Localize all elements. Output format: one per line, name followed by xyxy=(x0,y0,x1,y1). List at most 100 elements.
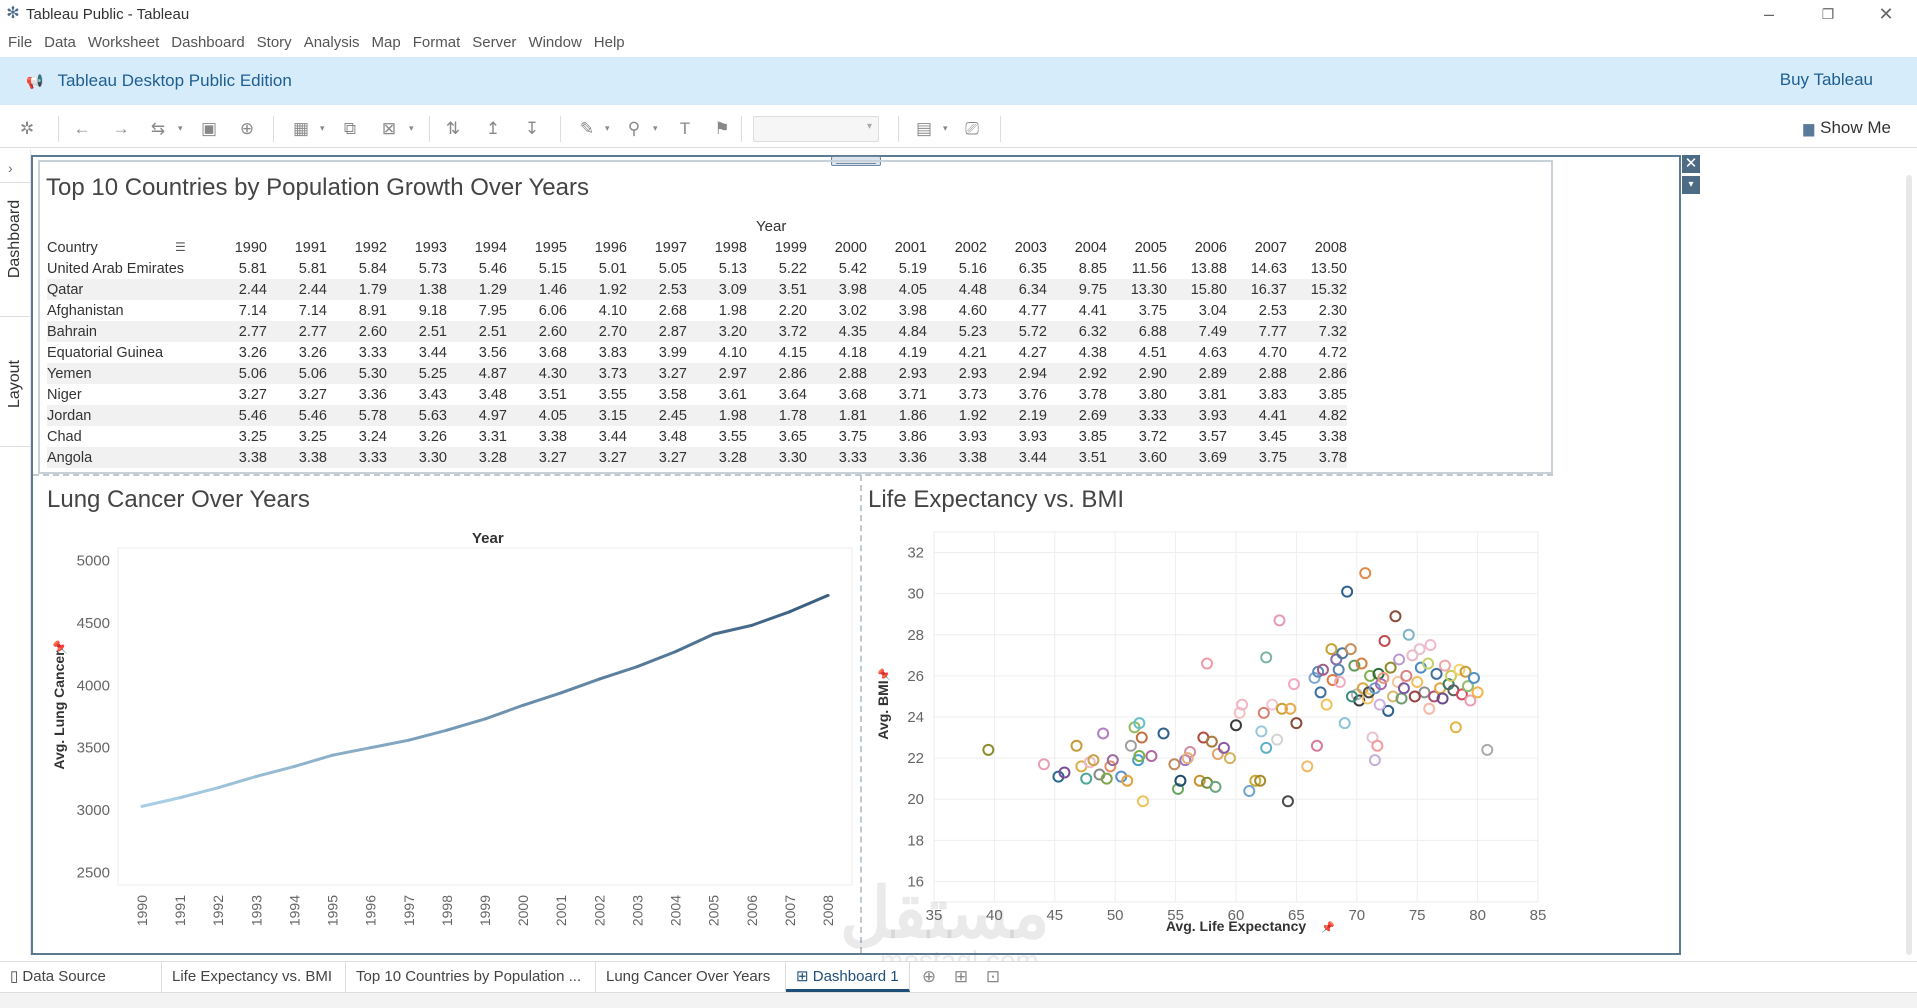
expand-panel-icon[interactable]: › xyxy=(8,160,13,176)
swap-rows-columns-icon[interactable]: ⇅ xyxy=(445,119,461,138)
year-column-header[interactable]: 2007 xyxy=(1254,239,1287,256)
scatter-point[interactable] xyxy=(1430,667,1443,680)
scatter-point[interactable] xyxy=(1378,634,1391,647)
sort-icon[interactable]: ☰ xyxy=(175,240,186,254)
scatter-point[interactable] xyxy=(1471,686,1484,699)
scatter-point[interactable] xyxy=(1308,671,1321,684)
table-row[interactable]: Jordan 5.46 5.46 5.78 5.63 4.97 4.05 3.15 2.45 1.… xyxy=(47,405,1347,426)
clear-sheet-icon[interactable]: ⊠ xyxy=(381,119,397,138)
line-segment[interactable] xyxy=(445,717,487,732)
year-column-header[interactable]: 1997 xyxy=(654,239,687,256)
scatter-point[interactable] xyxy=(1436,692,1449,705)
scatter-point[interactable] xyxy=(1453,663,1466,676)
scatter-point[interactable] xyxy=(1266,698,1279,711)
line-segment[interactable] xyxy=(750,610,792,627)
scatter-point[interactable] xyxy=(1338,717,1351,730)
scatter-point[interactable] xyxy=(1287,678,1300,691)
scatter-point[interactable] xyxy=(1428,690,1441,703)
new-data-source-icon[interactable]: ⊕ xyxy=(239,119,255,138)
year-column-header[interactable]: 1991 xyxy=(294,239,327,256)
scatter-point[interactable] xyxy=(1260,741,1273,754)
menu-item-window[interactable]: Window xyxy=(528,33,582,51)
fit-dropdown[interactable] xyxy=(753,116,879,142)
scatter-point[interactable] xyxy=(1133,750,1146,763)
scatter-point[interactable] xyxy=(1254,774,1267,787)
pin-icon[interactable]: 📌 xyxy=(52,639,67,654)
scatter-point[interactable] xyxy=(1361,692,1374,705)
scatter-point[interactable] xyxy=(1243,785,1256,797)
scatter-point[interactable] xyxy=(1168,758,1181,771)
scatter-point[interactable] xyxy=(1260,651,1273,664)
scatter-point[interactable] xyxy=(1301,760,1314,773)
scatter-point[interactable] xyxy=(1223,752,1236,765)
scatter-point[interactable] xyxy=(1275,702,1288,715)
line-segment[interactable] xyxy=(216,774,258,790)
scatter-point[interactable] xyxy=(1348,659,1361,672)
line-segment[interactable] xyxy=(559,677,601,695)
tab-dashboard-pane[interactable]: Dashboard xyxy=(6,199,23,279)
year-column-header[interactable]: 1992 xyxy=(354,239,387,256)
scatter-point[interactable] xyxy=(1341,585,1354,598)
scatter-point[interactable] xyxy=(1121,774,1134,787)
redo-icon[interactable]: → xyxy=(112,119,130,138)
year-column-header[interactable]: 2003 xyxy=(1014,239,1047,256)
year-column-header[interactable]: 1998 xyxy=(714,239,747,256)
y-axis-title[interactable]: Avg. BMI xyxy=(875,680,891,739)
sort-ascending-icon[interactable]: ↥ xyxy=(485,119,501,138)
line-segment[interactable] xyxy=(788,593,830,614)
new-dashboard-tab-icon[interactable]: ⊞ xyxy=(953,967,969,986)
scatter-point[interactable] xyxy=(1106,754,1119,767)
highlight-dropdown-icon[interactable]: ▾ xyxy=(605,123,610,133)
table-row[interactable]: Chad 3.25 3.25 3.24 3.26 3.31 3.38 3.44 3.48 3.55… xyxy=(47,426,1347,447)
year-column-header[interactable]: 1995 xyxy=(534,239,567,256)
year-column-header[interactable]: 1990 xyxy=(234,239,267,256)
tab-dashboard-1[interactable]: ⊞ Dashboard 1 xyxy=(786,962,910,992)
scatter-point[interactable] xyxy=(1236,698,1249,711)
scatter-point[interactable] xyxy=(1172,782,1185,795)
scatter-point[interactable] xyxy=(1271,733,1284,746)
scatter-point[interactable] xyxy=(1481,743,1494,756)
scatter-point[interactable] xyxy=(1326,674,1339,686)
buy-tableau-link[interactable]: Buy Tableau xyxy=(1779,70,1873,89)
scatter-point[interactable] xyxy=(1314,686,1327,699)
year-column-header[interactable]: 1999 xyxy=(774,239,807,256)
x-axis-title[interactable]: Avg. Life Expectancy xyxy=(1166,918,1307,934)
country-column-header[interactable]: Country xyxy=(47,239,98,256)
scatter-point[interactable] xyxy=(1058,766,1071,779)
scatter-point[interactable] xyxy=(1406,649,1419,662)
menu-item-help[interactable]: Help xyxy=(593,33,625,51)
scatter-point[interactable] xyxy=(1281,795,1294,808)
scatter-point[interactable] xyxy=(1205,735,1218,748)
year-column-header[interactable]: 2006 xyxy=(1194,239,1227,256)
line-segment[interactable] xyxy=(254,764,296,778)
scatter-point[interactable] xyxy=(1133,717,1146,730)
scatter-point[interactable] xyxy=(1467,671,1480,684)
line-segment[interactable] xyxy=(712,623,754,636)
scatter-point[interactable] xyxy=(1333,676,1346,689)
vertical-scrollbar[interactable] xyxy=(1906,175,1912,955)
scatter-point[interactable] xyxy=(1037,758,1050,771)
year-column-header[interactable]: 2000 xyxy=(834,239,867,256)
scatter-point[interactable] xyxy=(1255,725,1268,738)
scatter-point[interactable] xyxy=(1249,774,1262,787)
scatter-point[interactable] xyxy=(1136,795,1149,808)
menu-item-dashboard[interactable]: Dashboard xyxy=(171,33,245,51)
scatter-point[interactable] xyxy=(1344,643,1357,656)
scatter-point[interactable] xyxy=(1422,657,1435,670)
scatter-point[interactable] xyxy=(1209,780,1222,793)
scatter-point[interactable] xyxy=(1461,680,1474,693)
scatter-point[interactable] xyxy=(1325,643,1338,656)
menu-item-worksheet[interactable]: Worksheet xyxy=(87,33,160,51)
line-segment[interactable] xyxy=(483,703,525,721)
group-members-icon[interactable]: ⚲ xyxy=(627,119,641,138)
year-column-header[interactable]: 2005 xyxy=(1134,239,1167,256)
menu-item-data[interactable]: Data xyxy=(44,33,76,51)
scatter-point[interactable] xyxy=(1217,741,1230,754)
scatter-point[interactable] xyxy=(1377,671,1390,684)
scatter-point[interactable] xyxy=(1310,739,1323,752)
scatter-point[interactable] xyxy=(1373,698,1386,711)
table-row[interactable]: Yemen 5.06 5.06 5.30 5.25 4.87 4.30 3.73 3.27 2.9… xyxy=(47,363,1347,384)
presentation-mode-icon[interactable]: ⎚ xyxy=(965,119,979,138)
scatter-point[interactable] xyxy=(1284,702,1297,715)
scatter-point[interactable] xyxy=(1374,678,1387,691)
